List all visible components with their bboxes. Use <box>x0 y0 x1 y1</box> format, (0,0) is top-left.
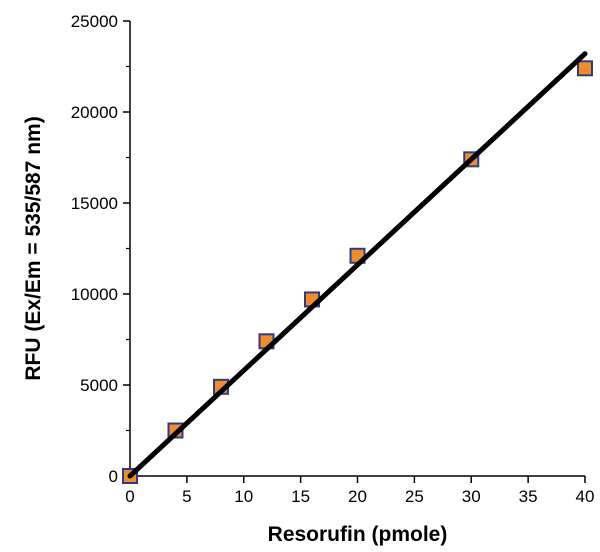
y-tick-label: 0 <box>109 467 118 486</box>
trendline-layer <box>127 51 588 479</box>
x-tick-label: 10 <box>234 487 253 506</box>
x-tick-label: 15 <box>291 487 310 506</box>
x-tick-label: 40 <box>576 487 595 506</box>
x-tick-label: 0 <box>125 487 134 506</box>
x-tick-label: 25 <box>405 487 424 506</box>
x-axis-title: Resorufin (pmole) <box>268 523 448 546</box>
x-tick-label: 5 <box>182 487 191 506</box>
trendline <box>127 51 588 479</box>
y-tick-label: 15000 <box>71 194 118 213</box>
data-point <box>577 60 593 77</box>
y-tick-label: 25000 <box>71 12 118 31</box>
y-tick-label: 10000 <box>71 285 118 304</box>
x-tick-label: 30 <box>462 487 481 506</box>
y-axis-title: RFU (Ex/Em = 535/587 nm) <box>22 116 45 380</box>
axes: 0 5000 10000 15000 20000 25000 0 5 10 15 20 25 30 35 4… <box>71 12 595 506</box>
y-tick-label: 20000 <box>71 103 118 122</box>
x-tick-label: 20 <box>348 487 367 506</box>
x-tick-label: 35 <box>519 487 538 506</box>
y-tick-label: 5000 <box>80 376 118 395</box>
